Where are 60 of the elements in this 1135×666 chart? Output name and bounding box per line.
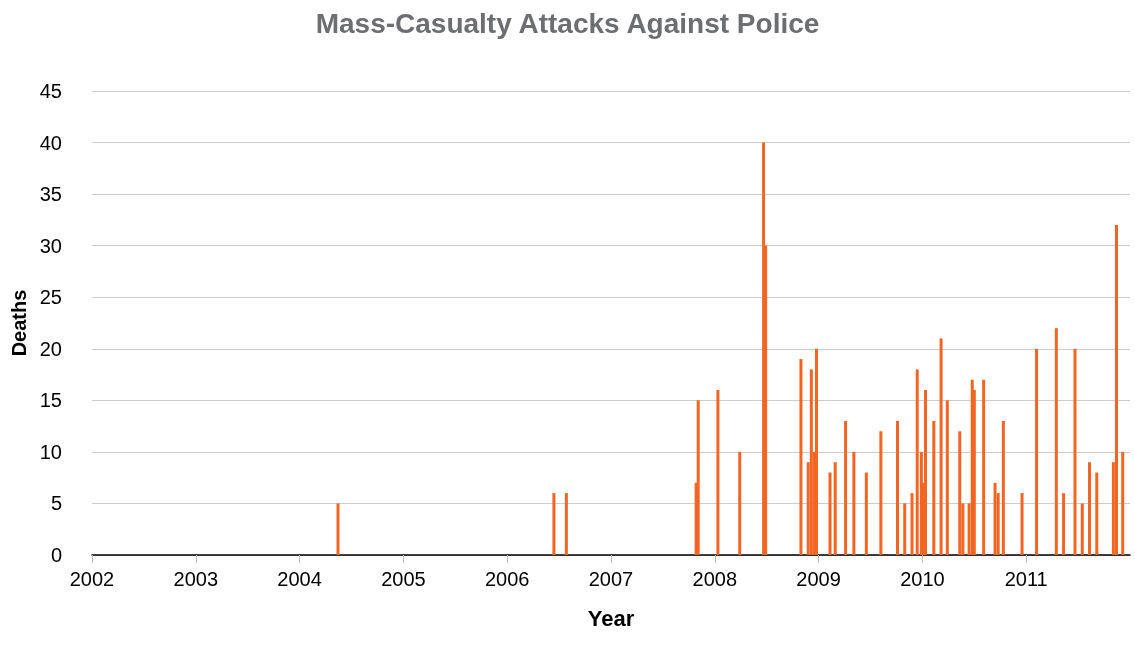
- x-tick-label: 2009: [796, 568, 841, 590]
- bar: [932, 420, 936, 555]
- y-tick-label: 40: [39, 131, 62, 154]
- bar: [924, 390, 928, 555]
- bar: [552, 493, 556, 555]
- bar: [852, 451, 856, 555]
- chart-title: Mass-Casualty Attacks Against Police: [315, 7, 820, 39]
- x-tick-label: 2008: [692, 568, 738, 590]
- bar: [910, 493, 914, 555]
- y-tick-label: 35: [39, 183, 62, 206]
- bar: [716, 390, 720, 555]
- y-tick-label: 15: [39, 389, 62, 412]
- bar: [1001, 420, 1005, 555]
- x-tick-label: 2011: [1004, 568, 1048, 590]
- bar: [915, 369, 919, 555]
- bar: [1062, 493, 1066, 555]
- bar: [993, 482, 997, 555]
- bar: [815, 348, 819, 555]
- bar: [828, 472, 832, 555]
- y-tick-label: 10: [39, 440, 62, 463]
- bar: [1115, 225, 1119, 555]
- bar: [1080, 503, 1084, 555]
- x-tick-label: 2002: [69, 568, 115, 590]
- bar: [738, 451, 742, 555]
- bar: [809, 369, 813, 555]
- bar: [1095, 472, 1099, 555]
- bar: [1020, 493, 1024, 555]
- bar: [1073, 348, 1077, 555]
- y-tick-label: 25: [39, 286, 62, 309]
- x-tick-label: 2004: [277, 568, 322, 590]
- bar: [958, 431, 962, 555]
- bar: [336, 503, 340, 555]
- y-tick-label: 5: [50, 492, 62, 515]
- bar: [895, 420, 899, 555]
- y-axis-title: Deaths: [7, 289, 30, 357]
- bar: [799, 359, 803, 555]
- y-tick-label: 30: [39, 234, 62, 257]
- bar: [945, 400, 949, 555]
- y-tick-label: 45: [39, 80, 62, 102]
- bar: [696, 400, 700, 555]
- x-tick-label: 2005: [381, 568, 426, 590]
- bar: [879, 431, 883, 555]
- bar: [864, 472, 868, 555]
- bar: [1035, 348, 1039, 555]
- bar: [564, 493, 568, 555]
- bar: [982, 379, 986, 555]
- bar: [939, 338, 943, 555]
- bar: [1054, 328, 1058, 555]
- y-tick-label: 20: [39, 337, 62, 360]
- y-tick-label: 0: [50, 544, 62, 566]
- bar: [1088, 462, 1092, 555]
- bar: [833, 462, 837, 555]
- bar: [903, 503, 907, 555]
- x-axis-title: Year: [587, 605, 635, 631]
- bar: [844, 420, 848, 555]
- x-tick-label: 2006: [484, 568, 530, 590]
- x-tick-label: 2010: [900, 568, 945, 590]
- x-tick-label: 2003: [173, 568, 219, 590]
- bar: [1121, 451, 1125, 555]
- x-tick-label: 2007: [588, 568, 634, 590]
